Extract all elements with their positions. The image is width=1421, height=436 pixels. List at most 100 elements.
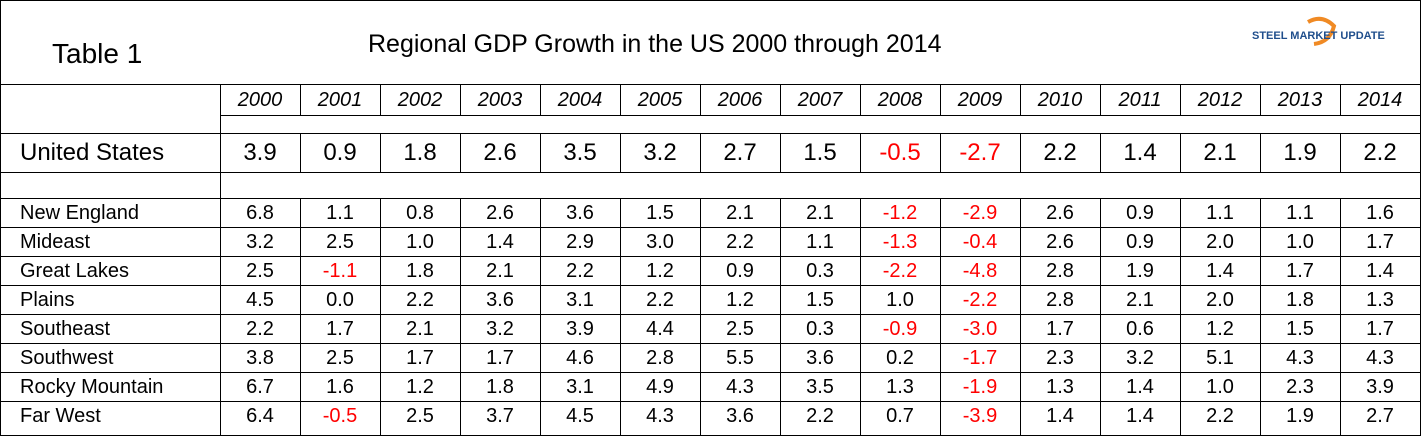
- cell-value: 1.3: [886, 376, 914, 398]
- table-rule: [0, 372, 1420, 373]
- column-header: 2002: [397, 89, 443, 111]
- cell-value: 1.7: [406, 347, 434, 369]
- cell-value: 2.5: [406, 405, 434, 427]
- cell-value: 2.8: [1046, 289, 1074, 311]
- cell-value: 1.5: [1286, 318, 1314, 340]
- row-label: New England: [20, 202, 139, 224]
- cell-value: 3.1: [566, 376, 594, 398]
- cell-value: 0.0: [326, 289, 354, 311]
- cell-value: 1.4: [1206, 260, 1234, 282]
- table-label: Table 1: [52, 38, 143, 69]
- cell-value: 1.0: [886, 289, 914, 311]
- cell-value: 2.2: [566, 260, 594, 282]
- table-rule: [1340, 84, 1341, 115]
- table-rule: [300, 84, 301, 115]
- cell-value: 3.9: [1366, 376, 1394, 398]
- cell-value: 1.4: [1126, 405, 1154, 427]
- table-rule: [1100, 133, 1101, 172]
- table-rule: [1180, 133, 1181, 172]
- cell-value: 2.5: [326, 231, 354, 253]
- cell-value: 2.1: [806, 202, 834, 224]
- cell-value: 2.2: [246, 318, 274, 340]
- column-header: 2000: [237, 89, 283, 111]
- cell-value: 4.9: [646, 376, 674, 398]
- cell-value: 1.6: [1366, 202, 1394, 224]
- table-rule: [860, 198, 861, 436]
- table-rule: [220, 198, 221, 436]
- cell-value: 1.4: [486, 231, 514, 253]
- cell-value: 3.8: [246, 347, 274, 369]
- cell-value: 3.1: [566, 289, 594, 311]
- cell-value: 0.9: [726, 260, 754, 282]
- table-rule: [0, 0, 1421, 1]
- cell-value: 2.5: [726, 318, 754, 340]
- cell-value: 3.2: [486, 318, 514, 340]
- row-label: Far West: [20, 405, 101, 427]
- cell-value: 2.1: [486, 260, 514, 282]
- cell-value: 2.2: [1206, 405, 1234, 427]
- column-header: 2013: [1277, 89, 1323, 111]
- cell-value: 4.3: [646, 405, 674, 427]
- table-rule: [460, 84, 461, 115]
- cell-value: -2.7: [959, 139, 1001, 166]
- cell-value: 3.5: [563, 139, 597, 166]
- cell-value: 3.6: [806, 347, 834, 369]
- table-rule: [940, 198, 941, 436]
- column-header: 2009: [957, 89, 1003, 111]
- row-label: Mideast: [20, 231, 91, 253]
- table-title: Regional GDP Growth in the US 2000 throu…: [368, 30, 942, 58]
- cell-value: 2.0: [1206, 231, 1234, 253]
- table-rule: [780, 133, 781, 172]
- cell-value: 3.2: [246, 231, 274, 253]
- table-rule: [0, 314, 1420, 315]
- cell-value: 1.4: [1126, 376, 1154, 398]
- cell-value: 2.7: [723, 139, 757, 166]
- table-rule: [1180, 84, 1181, 115]
- cell-value: 0.7: [886, 405, 914, 427]
- table-rule: [300, 133, 301, 172]
- cell-value: 1.5: [646, 202, 674, 224]
- cell-value: 1.7: [1366, 231, 1394, 253]
- cell-value: 1.7: [326, 318, 354, 340]
- cell-value: 4.3: [1286, 347, 1314, 369]
- cell-value: 1.9: [1126, 260, 1154, 282]
- table-rule: [380, 133, 381, 172]
- table-rule: [940, 84, 941, 115]
- cell-value: 2.2: [646, 289, 674, 311]
- cell-value: 3.2: [643, 139, 677, 166]
- cell-value: -1.2: [882, 202, 918, 224]
- cell-value: 1.2: [726, 289, 754, 311]
- table-rule: [220, 84, 221, 115]
- cell-value: 1.3: [1046, 376, 1074, 398]
- cell-value: 4.4: [646, 318, 674, 340]
- cell-value: 4.3: [1366, 347, 1394, 369]
- cell-value: 3.7: [486, 405, 514, 427]
- table-rule: [220, 115, 221, 133]
- table-rule: [1260, 84, 1261, 115]
- table-rule: [0, 227, 1420, 228]
- cell-value: 0.8: [406, 202, 434, 224]
- table-rule: [220, 172, 221, 198]
- cell-value: 1.0: [406, 231, 434, 253]
- cell-value: 2.2: [1043, 139, 1077, 166]
- cell-value: 0.3: [806, 260, 834, 282]
- cell-value: 1.4: [1366, 260, 1394, 282]
- cell-value: 4.6: [566, 347, 594, 369]
- cell-value: -2.2: [882, 260, 918, 282]
- cell-value: 1.5: [806, 289, 834, 311]
- cell-value: 1.2: [646, 260, 674, 282]
- column-header: 2005: [637, 89, 683, 111]
- cell-value: 5.1: [1206, 347, 1234, 369]
- cell-value: 1.0: [1286, 231, 1314, 253]
- cell-value: -2.9: [962, 202, 998, 224]
- cell-value: 3.9: [566, 318, 594, 340]
- cell-value: 1.0: [1206, 376, 1234, 398]
- column-header: 2001: [317, 89, 363, 111]
- cell-value: 2.6: [1046, 202, 1074, 224]
- cell-value: 6.7: [246, 376, 274, 398]
- table-rule: [380, 198, 381, 436]
- table-rule: [0, 285, 1420, 286]
- cell-value: 1.7: [1286, 260, 1314, 282]
- cell-value: 6.4: [246, 405, 274, 427]
- cell-value: 2.6: [483, 139, 517, 166]
